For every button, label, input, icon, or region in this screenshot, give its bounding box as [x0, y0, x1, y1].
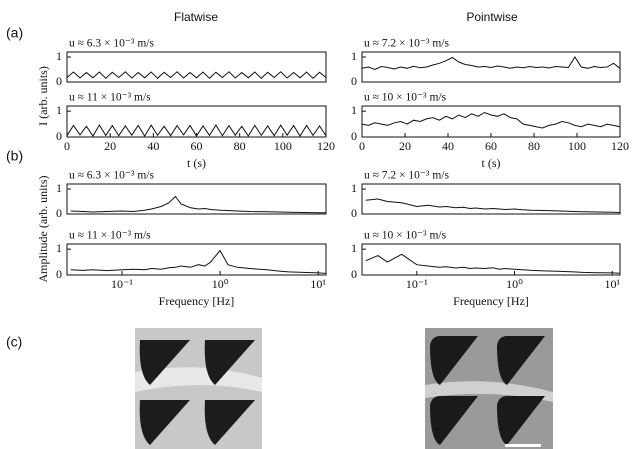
x-tick-label: 0 [359, 139, 365, 153]
x-tick-label: 120 [611, 139, 629, 153]
x-axis-label: Frequency [Hz] [159, 294, 235, 308]
panel-label: (c) [6, 334, 22, 350]
x-tick-label: 20 [104, 139, 116, 153]
x-tick-label: 120 [317, 139, 335, 153]
x-tick-label: 60 [191, 139, 203, 153]
annotation: u ≈ 6.3 × 10⁻³ m/s [69, 38, 154, 50]
annotation: u ≈ 11 × 10⁻³ m/s [69, 230, 151, 242]
y-tick-label: 0 [351, 129, 357, 143]
signal-line [70, 195, 326, 214]
plot-frame [361, 51, 621, 83]
x-tick-label: 10⁻¹ [406, 277, 428, 291]
plot-frame [361, 243, 621, 276]
y-tick-label: 0 [56, 206, 62, 220]
y-tick-label: 1 [351, 181, 357, 195]
signal-line [365, 253, 621, 274]
x-tick-label: 10⁻¹ [111, 277, 133, 291]
plot-frame [361, 183, 621, 215]
micrograph-pointwise [425, 328, 553, 449]
x-tick-label: 10⁰ [506, 277, 523, 291]
y-tick-label: 0 [351, 206, 357, 220]
annotation: u ≈ 10 × 10⁻³ m/s [364, 230, 447, 242]
y-tick-label: 0 [351, 74, 357, 88]
y-tick-label: 1 [56, 49, 62, 63]
annotation: u ≈ 11 × 10⁻³ m/s [69, 92, 151, 104]
y-tick-label: 0 [351, 267, 357, 281]
micrograph-flatwise [135, 328, 262, 449]
x-tick-label: 80 [234, 139, 246, 153]
signal-line [66, 71, 327, 79]
y-tick-label: 1 [351, 103, 357, 117]
x-axis-label: t (s) [482, 156, 501, 170]
x-tick-label: 100 [274, 139, 292, 153]
x-tick-label: 100 [568, 139, 586, 153]
annotation: u ≈ 7.2 × 10⁻³ m/s [364, 170, 449, 182]
x-tick-label: 80 [528, 139, 540, 153]
y-tick-label: 0 [56, 267, 62, 281]
signal-line [70, 249, 327, 274]
x-tick-label: 10⁰ [212, 277, 229, 291]
plot-frame [66, 105, 327, 138]
x-axis-label: Frequency [Hz] [453, 294, 529, 308]
y-tick-label: 1 [56, 241, 62, 255]
annotation: u ≈ 7.2 × 10⁻³ m/s [364, 38, 449, 50]
signal-line [365, 198, 621, 213]
annotation: u ≈ 10 × 10⁻³ m/s [364, 92, 447, 104]
x-tick-label: 0 [64, 139, 70, 153]
plot-frame [66, 51, 327, 83]
x-tick-label: 40 [442, 139, 454, 153]
panel-label: (a) [6, 25, 23, 41]
y-tick-label: 1 [56, 181, 62, 195]
y-tick-label: 0 [56, 129, 62, 143]
x-tick-label: 20 [399, 139, 411, 153]
panel-label: (b) [6, 148, 23, 164]
column-title: Flatwise [174, 10, 218, 24]
y-axis-label: I (arb. units) [36, 66, 50, 126]
plot-frame [66, 183, 327, 215]
y-axis-label: Amplitude (arb. units) [36, 176, 50, 283]
x-tick-label: 40 [147, 139, 159, 153]
y-tick-label: 1 [351, 241, 357, 255]
y-tick-label: 1 [56, 103, 62, 117]
x-tick-label: 10¹ [604, 277, 620, 291]
y-tick-label: 0 [56, 74, 62, 88]
plot-frame [66, 243, 327, 276]
x-tick-label: 10¹ [310, 277, 326, 291]
x-tick-label: 60 [485, 139, 497, 153]
x-axis-label: t (s) [187, 156, 206, 170]
annotation: u ≈ 6.3 × 10⁻³ m/s [69, 170, 154, 182]
signal-line [361, 56, 621, 71]
y-tick-label: 1 [351, 49, 357, 63]
column-title: Pointwise [466, 10, 518, 24]
signal-line [361, 111, 621, 129]
signal-line [66, 124, 327, 137]
